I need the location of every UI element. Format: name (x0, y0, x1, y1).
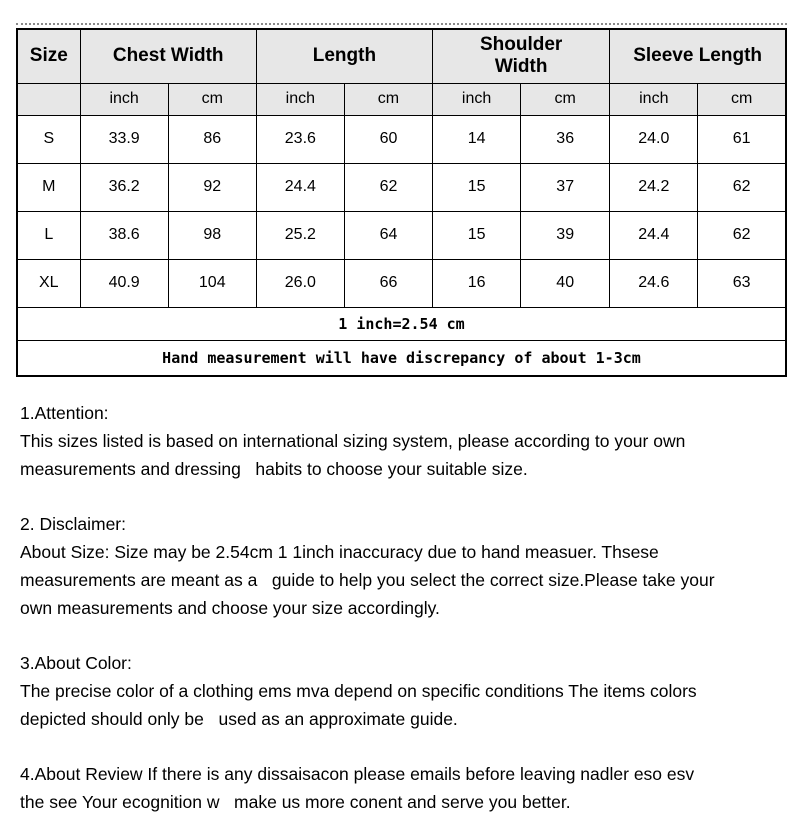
data-cell: 62 (697, 210, 787, 260)
data-cell: 62 (343, 162, 434, 212)
note-disclaimer-body: About Size: Size may be 2.54cm 1 1inch i… (20, 542, 715, 618)
unit-cell-chest-inch: inch (79, 82, 169, 116)
data-cell: 39 (520, 210, 611, 260)
data-cell: 33.9 (79, 114, 169, 164)
data-cell: 15 (432, 162, 522, 212)
data-cell: 26.0 (255, 258, 345, 308)
note-attention: 1.Attention: This sizes listed is based … (20, 399, 782, 483)
table-row-size-xl: XL 40.9 104 26.0 66 16 40 24.6 63 (16, 258, 787, 308)
note-disclaimer-heading: 2. Disclaimer: (20, 514, 126, 534)
data-cell: 24.6 (609, 258, 699, 308)
header-row-units: inch cm inch cm inch cm inch cm (16, 82, 787, 116)
note-about-color-heading: 3.About Color: (20, 653, 132, 673)
size-label-cell: S (16, 114, 81, 164)
size-label-cell: L (16, 210, 81, 260)
data-cell: 16 (432, 258, 522, 308)
unit-cell-empty (16, 82, 81, 116)
note-about-review-body: 4.About Review If there is any dissaisac… (20, 764, 695, 812)
footnote-conversion-text: 1 inch=2.54 cm (16, 306, 787, 341)
footnote-row-conversion: 1 inch=2.54 cm (16, 306, 787, 341)
note-attention-heading: 1.Attention: (20, 403, 109, 423)
table-top-dotted-line (16, 23, 787, 25)
unit-cell-shoulder-cm: cm (520, 82, 611, 116)
header-cell-sleeve-length: Sleeve Length (609, 28, 787, 84)
header-cell-size: Size (16, 28, 81, 84)
data-cell: 36 (520, 114, 611, 164)
data-cell: 38.6 (79, 210, 169, 260)
unit-cell-sleeve-cm: cm (697, 82, 787, 116)
data-cell: 60 (343, 114, 434, 164)
table-row-size-l: L 38.6 98 25.2 64 15 39 24.4 62 (16, 210, 787, 260)
data-cell: 24.4 (609, 210, 699, 260)
size-chart-table: Size Chest Width Length Shoulder Width S… (16, 28, 787, 377)
note-disclaimer: 2. Disclaimer: About Size: Size may be 2… (20, 510, 782, 622)
unit-cell-length-cm: cm (343, 82, 434, 116)
header-cell-shoulder-width: Shoulder Width (432, 28, 611, 84)
note-attention-body: This sizes listed is based on internatio… (20, 431, 686, 479)
table-row-size-s: S 33.9 86 23.6 60 14 36 24.0 61 (16, 114, 787, 164)
note-about-color-body: The precise color of a clothing ems mva … (20, 681, 697, 729)
data-cell: 62 (697, 162, 787, 212)
footnote-measurement-text: Hand measurement will have discrepancy o… (16, 339, 787, 377)
data-cell: 24.0 (609, 114, 699, 164)
data-cell: 37 (520, 162, 611, 212)
data-cell: 40.9 (79, 258, 169, 308)
data-cell: 23.6 (255, 114, 345, 164)
data-cell: 36.2 (79, 162, 169, 212)
data-cell: 66 (343, 258, 434, 308)
header-row-main: Size Chest Width Length Shoulder Width S… (16, 28, 787, 84)
note-about-review: 4.About Review If there is any dissaisac… (20, 760, 782, 816)
unit-cell-sleeve-inch: inch (609, 82, 699, 116)
data-cell: 25.2 (255, 210, 345, 260)
header-cell-length: Length (255, 28, 434, 84)
data-cell: 104 (167, 258, 257, 308)
data-cell: 40 (520, 258, 611, 308)
data-cell: 92 (167, 162, 257, 212)
footnote-row-measurement: Hand measurement will have discrepancy o… (16, 339, 787, 377)
unit-cell-length-inch: inch (255, 82, 345, 116)
header-cell-chest-width: Chest Width (79, 28, 257, 84)
note-about-color: 3.About Color: The precise color of a cl… (20, 649, 782, 733)
data-cell: 24.4 (255, 162, 345, 212)
data-cell: 63 (697, 258, 787, 308)
data-cell: 98 (167, 210, 257, 260)
data-cell: 14 (432, 114, 522, 164)
size-label-cell: XL (16, 258, 81, 308)
data-cell: 64 (343, 210, 434, 260)
data-cell: 61 (697, 114, 787, 164)
header-cell-shoulder-width-label: Shoulder Width (479, 34, 563, 78)
data-cell: 15 (432, 210, 522, 260)
unit-cell-chest-cm: cm (167, 82, 257, 116)
unit-cell-shoulder-inch: inch (432, 82, 522, 116)
size-label-cell: M (16, 162, 81, 212)
data-cell: 86 (167, 114, 257, 164)
data-cell: 24.2 (609, 162, 699, 212)
notes-section: 1.Attention: This sizes listed is based … (20, 399, 782, 816)
table-row-size-m: M 36.2 92 24.4 62 15 37 24.2 62 (16, 162, 787, 212)
